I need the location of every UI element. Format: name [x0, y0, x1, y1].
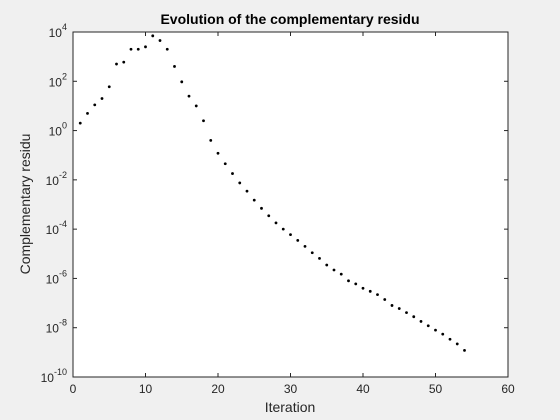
- data-point: [463, 349, 466, 352]
- y-tick-base: 10: [49, 26, 63, 40]
- data-point: [209, 138, 213, 142]
- data-point: [405, 311, 408, 315]
- x-axis-ticks: 0 10 20 30 40 50 60: [70, 32, 515, 396]
- data-point: [281, 227, 285, 231]
- y-tick-label: 100: [49, 121, 67, 139]
- x-tick-label: 10: [139, 382, 153, 396]
- data-point: [426, 324, 430, 328]
- y-axis-label: Complementary residu: [17, 134, 33, 275]
- data-point: [361, 286, 365, 290]
- y-tick-label: 104: [49, 22, 67, 40]
- data-point: [289, 233, 292, 237]
- y-tick-label: 10-6: [46, 268, 67, 286]
- data-point: [136, 47, 140, 51]
- y-tick-label: 10-10: [41, 367, 67, 385]
- data-point: [354, 282, 358, 286]
- data-point: [260, 206, 263, 210]
- y-tick-base: 10: [46, 174, 60, 188]
- x-tick-label: 30: [284, 382, 298, 396]
- data-point: [245, 189, 249, 193]
- data-point: [180, 80, 184, 84]
- data-series: [78, 34, 466, 352]
- y-tick-label: 10-8: [46, 318, 67, 336]
- data-point: [347, 279, 350, 283]
- data-point: [274, 221, 278, 225]
- y-tick-exponent: -4: [59, 219, 67, 229]
- chart-title: Evolution of the complementary residu: [160, 11, 419, 27]
- y-tick-base: 10: [49, 125, 63, 139]
- y-tick-exponent: -8: [59, 318, 67, 328]
- y-tick-label: 10-4: [46, 219, 67, 237]
- y-tick-base: 10: [46, 223, 60, 237]
- x-tick-label: 20: [211, 382, 225, 396]
- data-point: [216, 151, 220, 155]
- y-tick-base: 10: [49, 75, 63, 89]
- data-point: [158, 39, 162, 42]
- data-point: [86, 111, 89, 115]
- data-point: [93, 103, 97, 107]
- data-point: [122, 60, 126, 64]
- data-point: [339, 272, 343, 276]
- data-point: [332, 268, 336, 272]
- data-point: [223, 162, 227, 166]
- data-point: [231, 172, 234, 175]
- x-tick-label: 60: [501, 382, 515, 396]
- data-point: [144, 45, 147, 49]
- data-point: [187, 94, 191, 98]
- data-point: [107, 85, 111, 89]
- x-tick-label: 0: [70, 382, 77, 396]
- x-axis-label: Iteration: [265, 399, 316, 415]
- y-tick-exponent: 2: [62, 71, 67, 81]
- data-point: [376, 293, 379, 297]
- data-point: [368, 289, 372, 293]
- data-point: [173, 65, 176, 68]
- data-point: [325, 263, 329, 267]
- data-point: [129, 47, 133, 51]
- data-point: [151, 34, 155, 38]
- data-point: [318, 256, 321, 260]
- data-point: [434, 328, 437, 332]
- y-tick-exponent: -6: [59, 268, 67, 278]
- data-point: [419, 320, 423, 323]
- plot-area: [72, 31, 509, 378]
- data-point: [194, 104, 198, 108]
- y-tick-label: 102: [49, 71, 67, 89]
- y-tick-label: 10-2: [46, 170, 67, 188]
- y-tick-exponent: -10: [54, 367, 67, 377]
- y-tick-exponent: 4: [62, 22, 67, 32]
- y-tick-exponent: -2: [59, 170, 67, 180]
- x-tick-label: 50: [429, 382, 443, 396]
- y-tick-base: 10: [46, 272, 60, 286]
- data-point: [397, 307, 401, 310]
- data-point: [202, 119, 205, 123]
- data-point: [165, 47, 169, 51]
- data-point: [441, 332, 445, 336]
- data-point: [455, 342, 459, 346]
- data-point: [390, 304, 394, 307]
- data-point: [383, 298, 387, 301]
- y-tick-exponent: 0: [62, 121, 67, 131]
- data-point: [100, 97, 104, 100]
- data-point: [115, 62, 118, 66]
- data-point: [412, 315, 416, 319]
- x-tick-label: 40: [356, 382, 370, 396]
- data-point: [267, 214, 271, 218]
- data-point: [78, 121, 82, 125]
- y-tick-base: 10: [41, 371, 55, 385]
- data-point: [296, 238, 300, 242]
- data-point: [252, 198, 256, 202]
- data-point: [303, 244, 307, 248]
- data-point: [310, 251, 314, 255]
- data-point: [448, 337, 452, 341]
- y-tick-base: 10: [46, 322, 60, 336]
- data-point: [238, 181, 242, 185]
